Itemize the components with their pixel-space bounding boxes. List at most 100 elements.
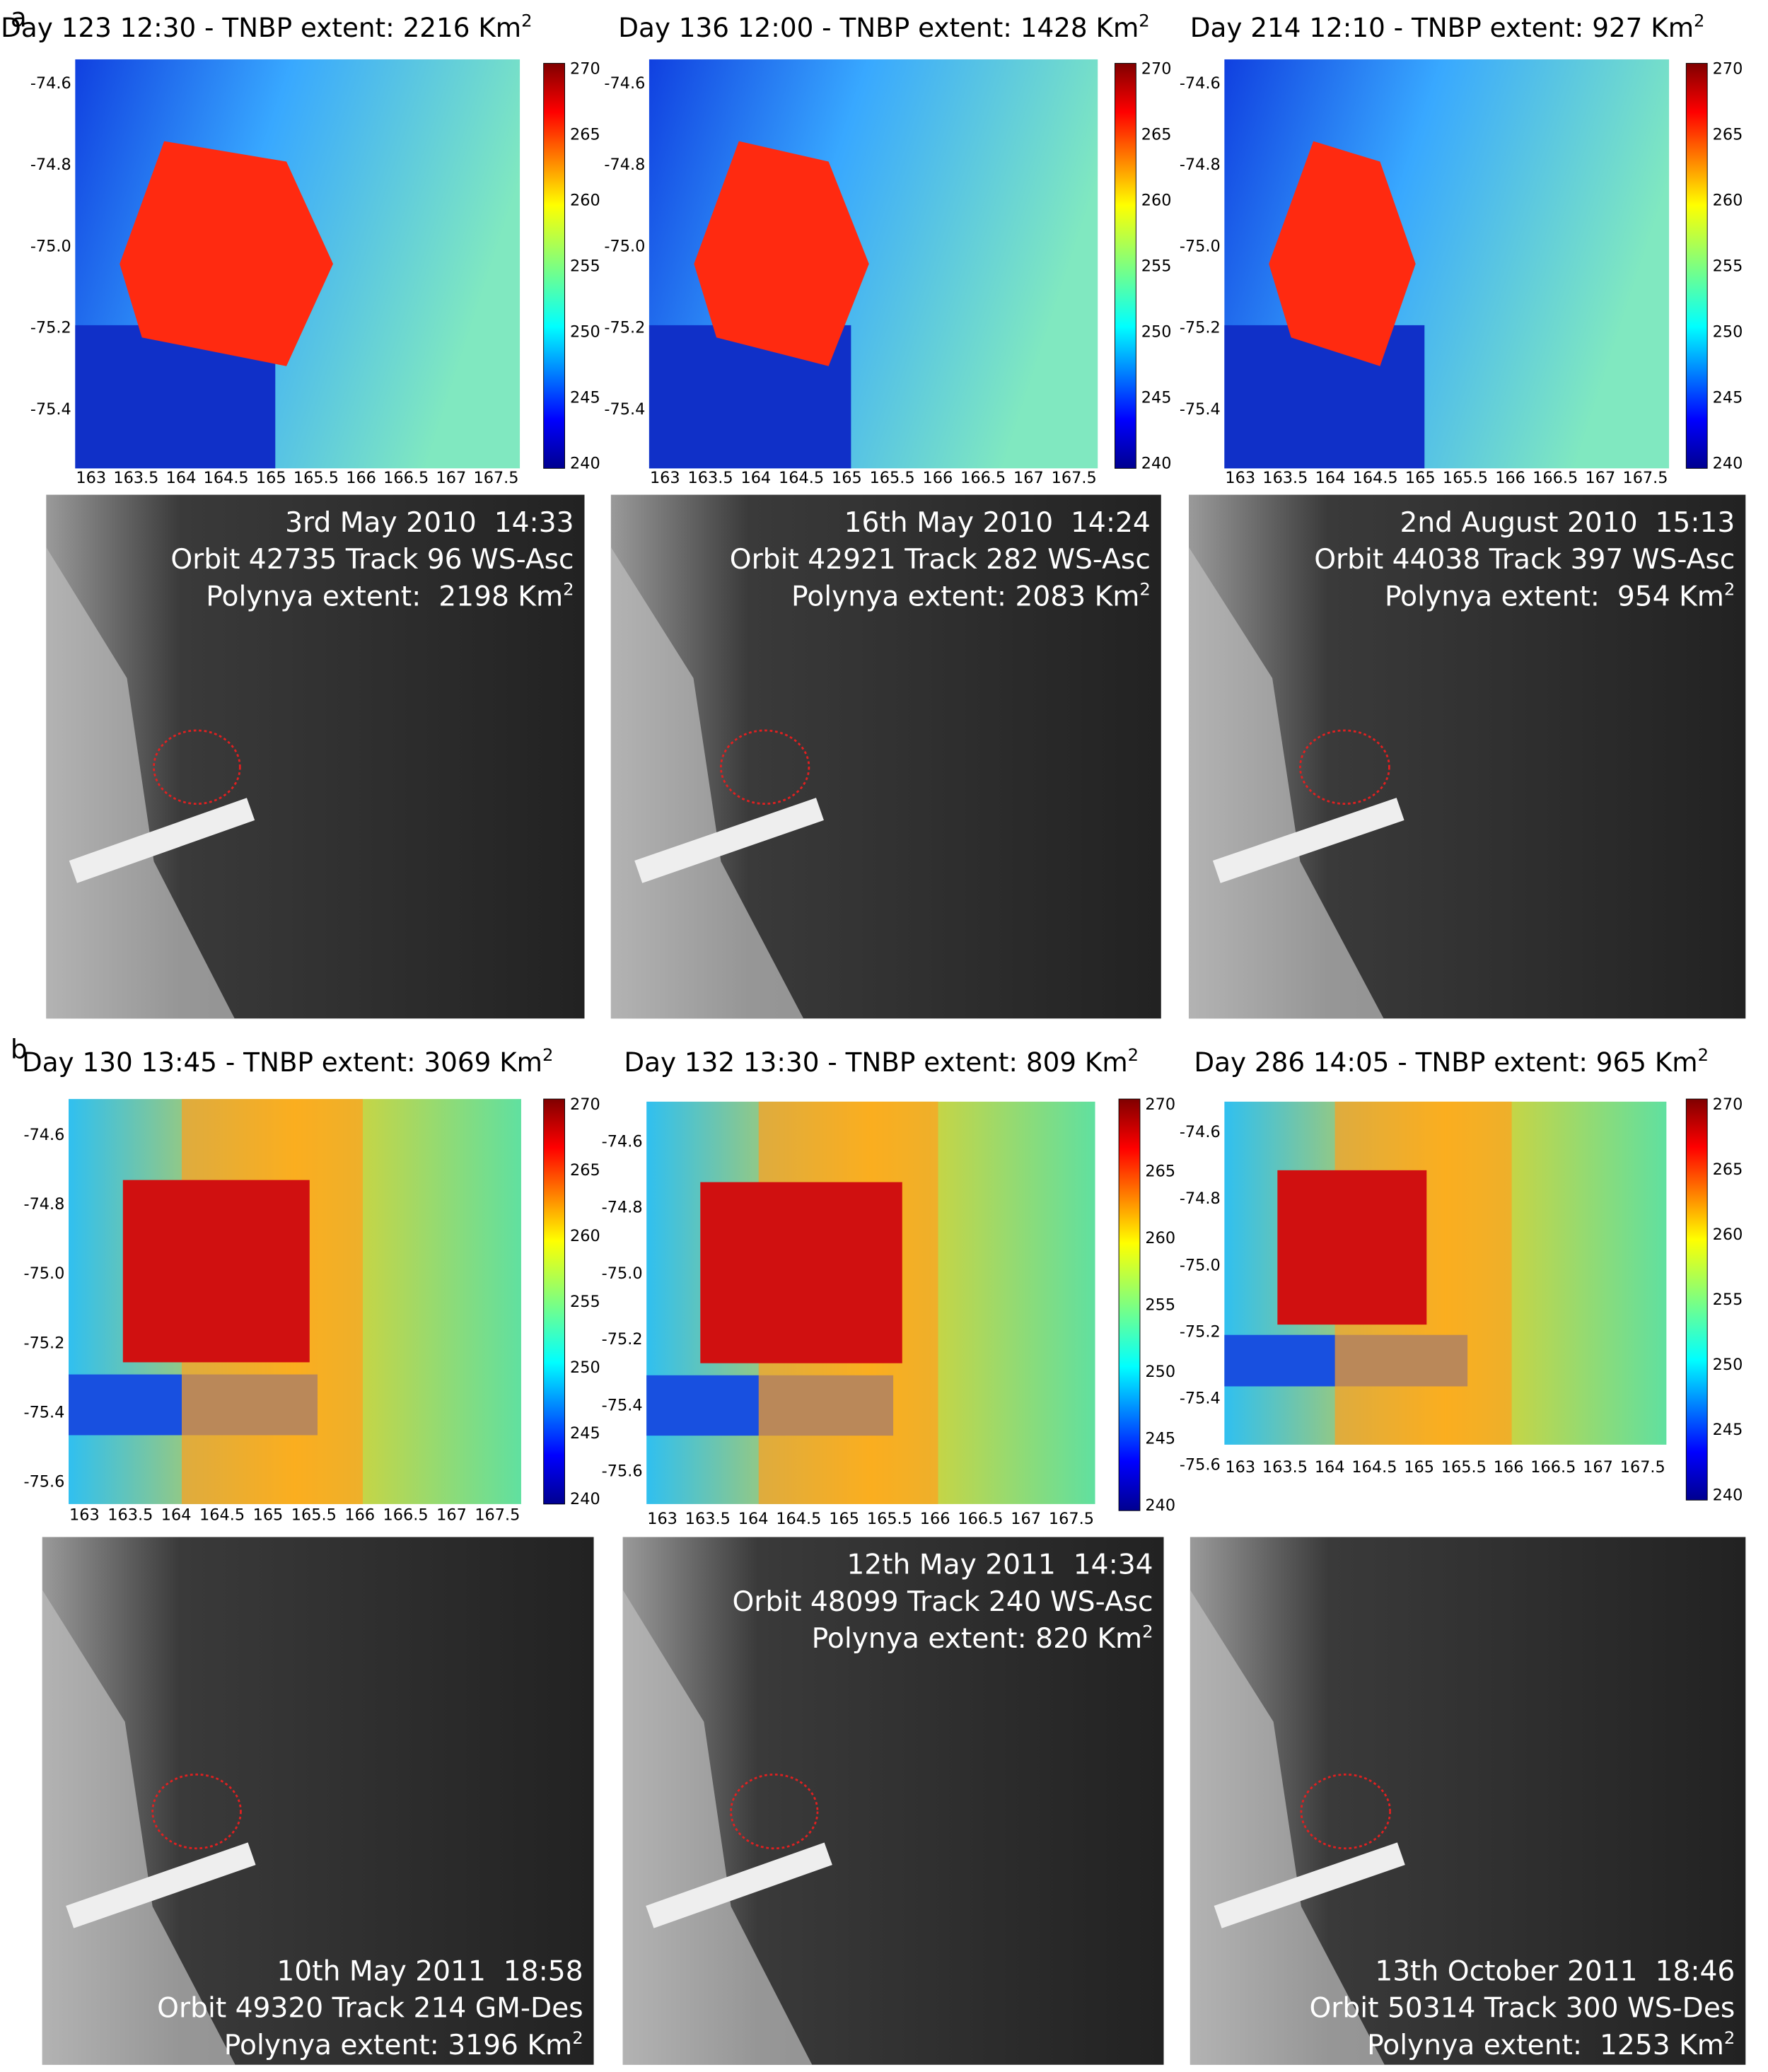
x-tick-label: 163.5 bbox=[685, 1510, 731, 1528]
x-tick-label: 163.5 bbox=[107, 1506, 153, 1524]
colorbar-tick-label: 250 bbox=[1713, 1356, 1743, 1374]
caption-sup: 2 bbox=[1724, 2027, 1735, 2048]
sar-caption: Polynya extent: 3196 Km2 bbox=[224, 2027, 583, 2061]
map-title: Day 214 12:10 - TNBP extent: 927 Km2 bbox=[1190, 10, 1705, 43]
y-tick-label: -75.4 bbox=[24, 1403, 65, 1421]
coast bbox=[42, 1590, 235, 2065]
caption-text: Orbit 44038 Track 397 WS-Asc bbox=[1314, 544, 1735, 576]
x-tick-label: 164 bbox=[1315, 1458, 1345, 1477]
x-tick-label: 165.5 bbox=[293, 469, 339, 487]
y-tick-label: -74.6 bbox=[1180, 1123, 1221, 1141]
colorbar-tick-label: 245 bbox=[1713, 1421, 1743, 1439]
x-tick-label: 167.5 bbox=[475, 1506, 520, 1524]
coast bbox=[1188, 547, 1384, 1019]
y-tick-label: -75.4 bbox=[602, 1396, 643, 1414]
x-tick-label: 163 bbox=[1225, 1458, 1255, 1477]
colorbar-tick-label: 270 bbox=[570, 1095, 600, 1114]
title-sup: 2 bbox=[1128, 1044, 1139, 1065]
glacier-tongue bbox=[1214, 1842, 1405, 1928]
colorbar-tick-label: 245 bbox=[1145, 1430, 1175, 1448]
y-tick-label: -75.0 bbox=[604, 237, 645, 255]
sar-caption: Polynya extent: 2198 Km2 bbox=[206, 578, 574, 612]
x-tick-label: 167 bbox=[1583, 1458, 1613, 1477]
x-tick-label: 165.5 bbox=[870, 469, 915, 487]
map-title: Day 130 13:45 - TNBP extent: 3069 Km2 bbox=[22, 1044, 553, 1078]
y-tick-label: -75.0 bbox=[24, 1264, 65, 1283]
polynya-outline bbox=[1299, 729, 1390, 805]
colorbar-tick-label: 270 bbox=[1141, 59, 1172, 78]
open-sea bbox=[1224, 325, 1425, 469]
x-tick-label: 163.5 bbox=[1262, 1458, 1308, 1477]
colorbar bbox=[543, 63, 565, 469]
colorbar-tick-label: 245 bbox=[1141, 388, 1172, 407]
caption-text: Orbit 42735 Track 96 WS-Asc bbox=[170, 544, 574, 576]
colorbar-tick-label: 255 bbox=[1141, 257, 1172, 275]
caption-text: 2nd August 2010 15:13 bbox=[1400, 507, 1735, 539]
colorbar-tick-label: 270 bbox=[1145, 1095, 1175, 1114]
x-tick-label: 165 bbox=[253, 1506, 284, 1524]
x-tick-label: 165.5 bbox=[291, 1506, 337, 1524]
colorbar-tick-label: 250 bbox=[1713, 322, 1743, 341]
colorbar bbox=[1115, 63, 1136, 469]
caption-text: 3rd May 2010 14:33 bbox=[285, 507, 574, 539]
caption-text: Polynya extent: 820 Km bbox=[812, 1623, 1142, 1655]
x-tick-label: 167.5 bbox=[1620, 1458, 1665, 1477]
polynya-outline bbox=[720, 729, 810, 805]
sar-caption: Orbit 49320 Track 214 GM-Des bbox=[157, 1993, 583, 2025]
colorbar-tick-label: 255 bbox=[1145, 1296, 1175, 1315]
x-tick-label: 167.5 bbox=[1622, 469, 1668, 487]
x-tick-label: 163 bbox=[76, 469, 106, 487]
polynya-warm bbox=[120, 141, 334, 366]
colorbar-tick-label: 255 bbox=[1713, 1291, 1743, 1309]
panel-label: a bbox=[11, 1, 27, 33]
colorbar-tick-label: 270 bbox=[1713, 59, 1743, 78]
sar-caption: Polynya extent: 1253 Km2 bbox=[1367, 2027, 1735, 2061]
colorbar-tick-label: 240 bbox=[1145, 1496, 1175, 1515]
x-tick-label: 166 bbox=[1495, 469, 1525, 487]
caption-sup: 2 bbox=[1724, 578, 1735, 599]
y-tick-label: -74.6 bbox=[1180, 74, 1221, 93]
x-tick-label: 164.5 bbox=[1353, 469, 1398, 487]
sar-caption: 2nd August 2010 15:13 bbox=[1400, 507, 1735, 539]
x-tick-label: 167 bbox=[436, 469, 466, 487]
x-tick-label: 167 bbox=[1011, 1510, 1041, 1528]
x-tick-label: 165 bbox=[256, 469, 286, 487]
y-tick-label: -75.4 bbox=[1180, 1389, 1221, 1407]
coast bbox=[46, 547, 235, 1019]
sar-caption: Polynya extent: 2083 Km2 bbox=[791, 578, 1151, 612]
x-tick-label: 163.5 bbox=[113, 469, 158, 487]
caption-text: Polynya extent: 2083 Km bbox=[791, 581, 1139, 612]
x-tick-label: 163 bbox=[1225, 469, 1255, 487]
caption-text: 13th October 2011 18:46 bbox=[1375, 1955, 1735, 1987]
title-text: Day 130 13:45 - TNBP extent: 3069 Km bbox=[22, 1047, 542, 1078]
x-tick-label: 165 bbox=[1404, 1458, 1434, 1477]
glacier-tongue bbox=[66, 1842, 256, 1928]
map-title: Day 123 12:30 - TNBP extent: 2216 Km2 bbox=[1, 10, 532, 43]
panel-label: b bbox=[11, 1033, 28, 1064]
colorbar bbox=[1685, 1098, 1708, 1501]
x-tick-label: 166.5 bbox=[958, 1510, 1003, 1528]
colorbar-tick-label: 240 bbox=[1713, 454, 1743, 472]
y-tick-label: -75.2 bbox=[1180, 1322, 1221, 1341]
y-tick-label: -74.6 bbox=[602, 1132, 643, 1151]
title-sup: 2 bbox=[521, 10, 532, 30]
polynya-warm bbox=[700, 1182, 902, 1363]
y-tick-label: -75.0 bbox=[1180, 237, 1221, 255]
sar-caption: Orbit 48099 Track 240 WS-Asc bbox=[732, 1586, 1153, 1618]
x-tick-label: 166.5 bbox=[960, 469, 1006, 487]
colorbar-tick-label: 270 bbox=[570, 59, 600, 78]
sar-caption: 16th May 2010 14:24 bbox=[844, 507, 1151, 539]
x-tick-label: 164 bbox=[738, 1510, 769, 1528]
y-tick-label: -75.2 bbox=[602, 1330, 643, 1349]
colorbar-tick-label: 250 bbox=[1145, 1363, 1175, 1381]
x-tick-label: 166 bbox=[344, 1506, 375, 1524]
y-tick-label: -74.8 bbox=[1180, 1189, 1221, 1208]
x-tick-label: 166.5 bbox=[1530, 1458, 1576, 1477]
y-tick-label: -74.8 bbox=[604, 156, 645, 174]
y-tick-label: -74.6 bbox=[24, 1126, 65, 1144]
x-tick-label: 166 bbox=[1494, 1458, 1524, 1477]
x-tick-label: 165.5 bbox=[867, 1510, 912, 1528]
caption-text: 12th May 2011 14:34 bbox=[847, 1549, 1153, 1581]
x-tick-label: 167.5 bbox=[1052, 469, 1097, 487]
colorbar-tick-label: 270 bbox=[1713, 1095, 1743, 1114]
